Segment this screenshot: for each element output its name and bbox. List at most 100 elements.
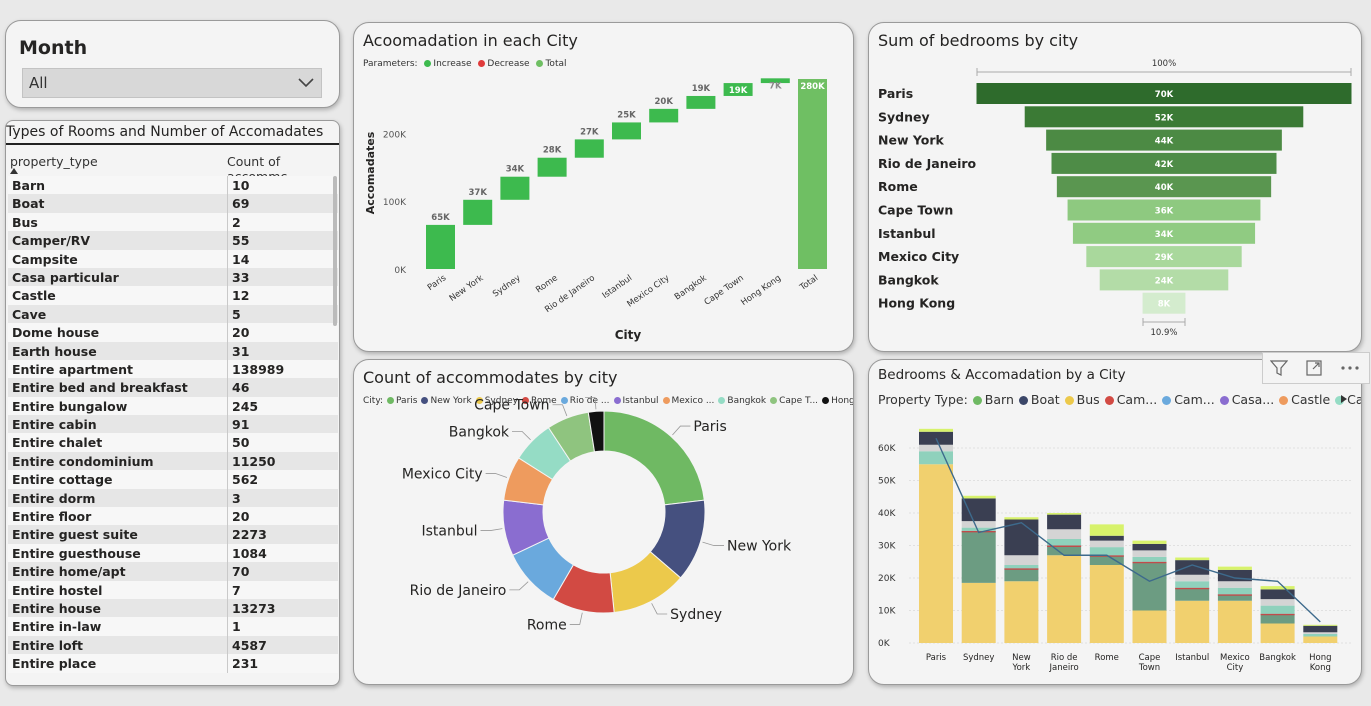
table-row[interactable]: Campsite 14	[8, 249, 338, 268]
stack-segment	[1217, 581, 1252, 588]
donut-chart: Paris New York Sydney Rome Rio de Janeiro Ist…	[402, 396, 792, 633]
legend-swatch	[522, 397, 530, 404]
table-row[interactable]: Entire cabin 91	[8, 415, 338, 434]
legend-item[interactable]: Cam...	[1174, 392, 1215, 407]
table-row[interactable]: Entire loft 4587	[8, 635, 338, 655]
cell-property-type: Entire floor	[12, 509, 92, 525]
legend-swatch	[560, 397, 568, 404]
x-tick-label: Istanbul	[601, 273, 635, 301]
table-row[interactable]: Entire in-law 1	[8, 617, 338, 636]
table-row[interactable]: Entire guest suite 2273	[8, 525, 338, 544]
legend-item[interactable]: Sydney	[484, 396, 519, 406]
funnel-bar	[976, 83, 1352, 104]
legend-item[interactable]: New York	[430, 396, 472, 406]
funnel-bar	[1099, 269, 1229, 291]
legend-increase: Increase	[433, 59, 472, 69]
stack-segment	[1303, 633, 1338, 637]
legend-item[interactable]: Cam...	[1116, 392, 1158, 407]
table-row[interactable]: Entire cottage 562	[8, 470, 338, 489]
x-tick-label: Sydney	[491, 273, 523, 299]
stack-stripe	[1217, 594, 1252, 596]
legend-item[interactable]: Castle	[1291, 392, 1331, 407]
stack-segment	[1089, 565, 1124, 643]
table-row[interactable]: Earth house 31	[8, 341, 338, 360]
table-row[interactable]: Entire house 13273	[8, 598, 338, 618]
data-label: 280K	[800, 82, 825, 92]
table-row[interactable]: Cave 5	[8, 304, 338, 324]
table-scrollbar[interactable]	[333, 176, 337, 326]
x-tick-label: Cape Town	[703, 273, 746, 307]
legend-item[interactable]: Paris	[396, 396, 418, 406]
data-label: 52K	[1155, 113, 1174, 123]
legend-item[interactable]: Rio de ...	[569, 396, 610, 406]
leader-line	[485, 473, 508, 478]
legend-swatch	[1064, 396, 1074, 405]
table-row[interactable]: Dome house 20	[8, 323, 338, 342]
column-header-property-type[interactable]: property_type	[10, 154, 98, 169]
table-row[interactable]: Entire guesthouse 1084	[8, 543, 338, 563]
table-row[interactable]: Entire bed and breakfast 46	[8, 378, 338, 397]
cell-count: 70	[232, 564, 250, 580]
funnel-card: Sum of bedrooms by city 100% 70K Paris 52K S…	[868, 22, 1362, 352]
cell-count: 245	[232, 398, 259, 414]
table-row[interactable]: Entire bungalow 245	[8, 396, 338, 416]
legend-item[interactable]: Boat	[1030, 392, 1060, 407]
stack-segment	[1132, 610, 1167, 643]
table-row[interactable]: Casa particular 33	[8, 267, 338, 287]
table-row[interactable]: Barn 10	[8, 176, 338, 195]
x-tick-label: Mexico	[1220, 653, 1250, 663]
x-tick-label: New York	[448, 273, 486, 304]
legend-item[interactable]: Bus	[1076, 392, 1100, 407]
table-row[interactable]: Boat 69	[8, 194, 338, 213]
stack-segment	[1175, 557, 1210, 561]
stack-segment	[1004, 568, 1039, 582]
table-row[interactable]: Entire place 231	[8, 654, 338, 673]
table-row[interactable]: Entire chalet 50	[8, 433, 338, 452]
table-row[interactable]: Entire apartment 138989	[8, 359, 338, 379]
legend-item[interactable]: Mexico ...	[671, 396, 715, 406]
table-row[interactable]: Castle 12	[8, 286, 338, 305]
x-tick-label: Total	[797, 273, 820, 293]
legend-item[interactable]: Bangkok	[727, 396, 767, 406]
month-dropdown[interactable]: All	[22, 68, 322, 98]
table-row[interactable]: Bus 2	[8, 212, 338, 232]
stack-segment	[1132, 543, 1167, 551]
legend-item[interactable]: Istanbul	[622, 396, 659, 406]
stacked-legend: Property Type: Barn Boat Bus Cam... Cam... Cas…	[878, 392, 1362, 407]
table-row[interactable]: Entire dorm 3	[8, 488, 338, 508]
legend-item[interactable]: Cape T...	[779, 396, 819, 406]
cell-count: 12	[232, 288, 250, 304]
focus-mode-icon[interactable]	[1305, 359, 1323, 377]
donut-title: Count of accommodates by city	[363, 368, 618, 387]
legend-next-icon[interactable]	[1340, 394, 1348, 404]
table-row[interactable]: Camper/RV 55	[8, 231, 338, 250]
stack-segment	[1132, 550, 1167, 557]
month-dropdown-value: All	[29, 74, 48, 92]
data-label: 36K	[1155, 207, 1174, 217]
x-tick-label: York	[1012, 663, 1031, 673]
cell-property-type: Entire cottage	[12, 472, 113, 488]
slice-label: Sydney	[670, 607, 722, 623]
legend-item[interactable]: Barn	[984, 392, 1014, 407]
waterfall-bar	[426, 224, 455, 269]
cell-property-type: Barn	[12, 178, 46, 193]
cell-count: 231	[232, 656, 259, 672]
legend-item[interactable]: Hong K...	[831, 396, 854, 406]
filter-icon[interactable]	[1270, 359, 1288, 377]
table-row[interactable]: Entire home/apt 70	[8, 562, 338, 581]
table-row[interactable]: Entire hostel 7	[8, 580, 338, 599]
stack-segment	[961, 530, 996, 583]
table-row[interactable]: Entire floor 20	[8, 507, 338, 526]
leader-line	[702, 541, 724, 546]
stack-segment	[919, 444, 953, 452]
more-options-icon[interactable]	[1339, 359, 1361, 377]
table-row[interactable]: Entire condominium 11250	[8, 451, 338, 471]
data-label: 20K	[654, 97, 673, 107]
legend-item[interactable]: Rome	[531, 396, 557, 406]
cell-property-type: Entire house	[12, 600, 101, 616]
legend-item[interactable]: Casa...	[1231, 392, 1275, 407]
legend-swatch	[475, 397, 483, 404]
legend-item[interactable]: Cave	[1347, 392, 1362, 407]
cell-property-type: Casa particular	[12, 269, 119, 285]
slice-label: Cape Town	[474, 398, 549, 414]
